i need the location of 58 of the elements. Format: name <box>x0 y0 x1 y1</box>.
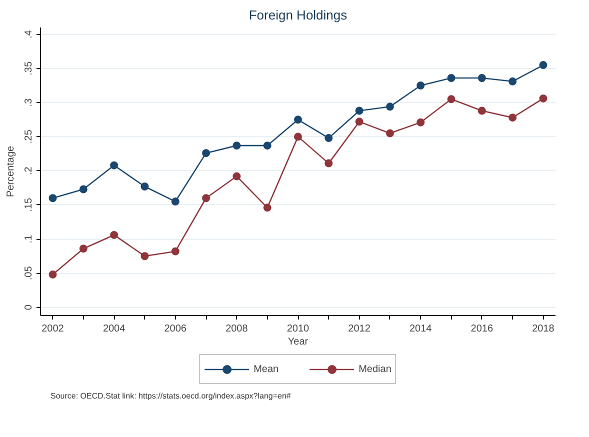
y-tick-label: .05 <box>24 266 34 280</box>
x-tick-label: 2004 <box>102 324 126 334</box>
point <box>232 172 241 180</box>
x-tick-label: 2016 <box>470 324 494 334</box>
point <box>48 194 57 202</box>
x-tick-label: 2008 <box>226 324 248 334</box>
y-tick-label: .3 <box>24 98 34 107</box>
x-tick-label: 2014 <box>409 324 432 334</box>
point <box>539 61 548 70</box>
point <box>171 198 180 206</box>
point <box>294 132 302 141</box>
point <box>386 102 394 111</box>
x-tick-label: 2002 <box>42 324 64 334</box>
point <box>447 95 456 104</box>
point <box>478 106 486 115</box>
source-note: Source: OECD.Stat link: https://stats.oecd.org/index.aspx?lang=en# <box>50 392 292 400</box>
x-axis-title: Year <box>288 336 309 348</box>
point <box>140 252 149 260</box>
point <box>79 185 88 194</box>
x-tick-label: 2018 <box>532 324 555 334</box>
point <box>478 74 486 82</box>
point <box>202 149 210 158</box>
y-tick-label: .4 <box>24 30 34 38</box>
point <box>447 74 456 82</box>
point <box>416 118 425 126</box>
point <box>110 161 118 170</box>
point <box>508 77 517 86</box>
point <box>79 244 88 253</box>
x-tick-label: 2010 <box>286 324 310 334</box>
point <box>416 82 425 90</box>
y-axis-title: Percentage <box>6 145 16 198</box>
y-tick-label: .2 <box>24 166 34 175</box>
point <box>48 270 57 279</box>
legend-label: Mean <box>254 364 279 374</box>
point <box>202 194 210 202</box>
point <box>355 106 364 115</box>
point <box>140 182 149 191</box>
y-tick-label: .15 <box>24 198 34 212</box>
point <box>508 114 517 122</box>
point <box>171 247 180 256</box>
point <box>263 142 272 150</box>
x-tick-label: 2006 <box>164 324 187 334</box>
point <box>539 94 548 102</box>
point <box>232 142 241 150</box>
chart-title: Foreign Holdings <box>248 8 348 22</box>
point <box>355 118 364 126</box>
point <box>324 134 333 142</box>
point <box>324 159 333 168</box>
y-tick-label: .25 <box>24 129 34 144</box>
y-tick-label: .1 <box>24 234 34 244</box>
point <box>263 204 272 212</box>
point <box>294 116 302 124</box>
y-tick-label: 0 <box>24 304 34 310</box>
x-tick-label: 2012 <box>348 324 371 334</box>
legend-label: Median <box>358 364 392 374</box>
y-tick-label: .35 <box>24 61 34 76</box>
point <box>386 129 394 138</box>
point <box>110 230 118 239</box>
